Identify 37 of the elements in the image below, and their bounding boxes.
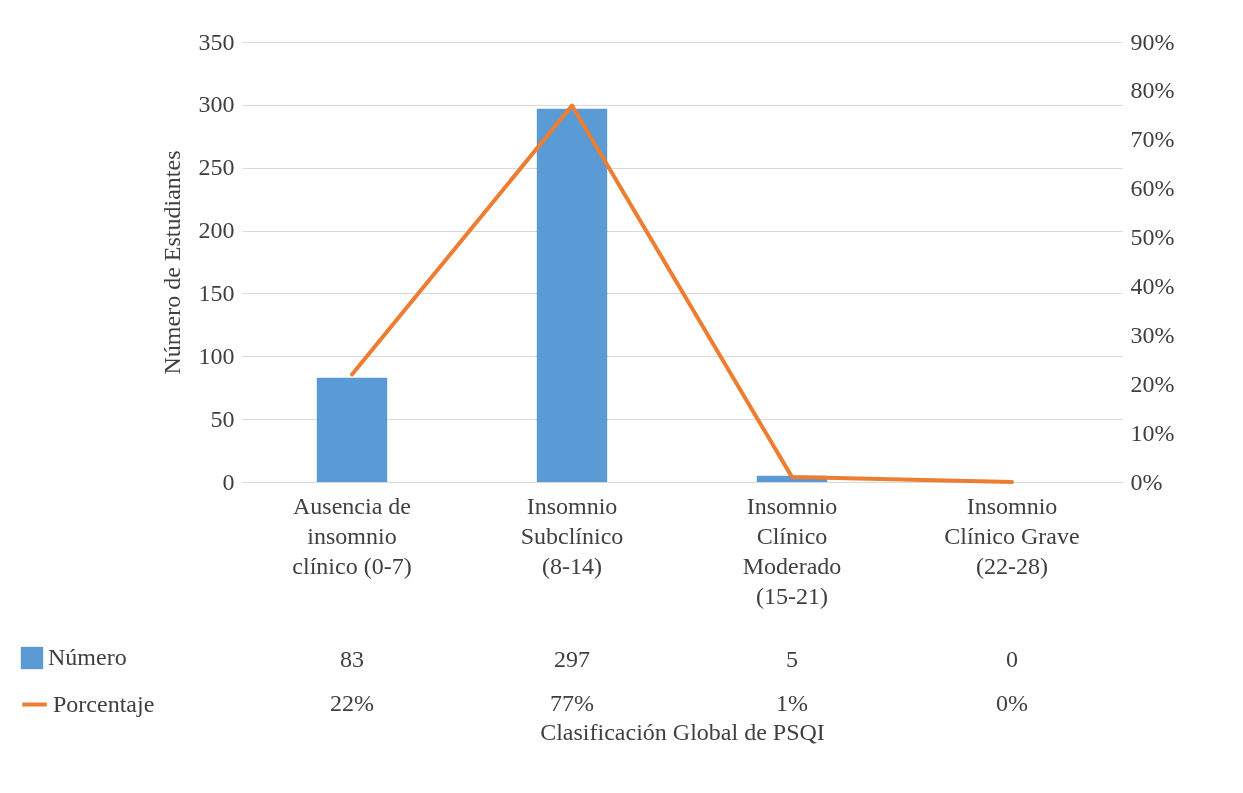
y-tick-label: 100	[198, 342, 235, 369]
y-tick-label: 50	[210, 405, 235, 432]
x-tick-label: Insomnio Subclínico (8-14)	[520, 492, 624, 579]
y-tick-label: 0	[222, 468, 235, 495]
data-label: 0%	[996, 690, 1028, 716]
y-tick-label: 200	[198, 217, 235, 244]
y2-tick-label: 10%	[1130, 419, 1175, 446]
y2-tick-label: 50%	[1130, 224, 1175, 251]
y-axis-title: Número de Estudiantes	[158, 150, 185, 375]
y-tick-label: 250	[198, 154, 235, 181]
x-tick-label: Ausencia de insomnio clínico (0-7)	[292, 492, 412, 579]
line-series	[350, 103, 1014, 484]
bar	[316, 377, 388, 482]
y2-tick-label: 30%	[1130, 321, 1175, 348]
x-tick-label: Insomnio Clínico Grave (22-28)	[944, 492, 1080, 579]
data-label: 83	[340, 646, 364, 672]
y2-tick-label: 40%	[1130, 272, 1175, 299]
y2-tick-label: 70%	[1130, 126, 1175, 153]
x-axis-title: Clasificación Global de PSQI	[540, 718, 825, 745]
data-label: 1%	[776, 690, 808, 716]
y2-tick-label: 20%	[1130, 370, 1175, 397]
data-label: 22%	[330, 690, 374, 716]
legend-label: Porcentaje	[53, 690, 155, 717]
y2-tick-label: 0%	[1130, 468, 1163, 495]
x-tick-label: Insomnio Clínico Moderado (15-21)	[742, 492, 842, 609]
data-label: 77%	[550, 690, 594, 716]
y2-tick-label: 60%	[1130, 175, 1175, 202]
bar	[536, 108, 608, 482]
y-tick-label: 350	[198, 28, 235, 55]
y2-tick-label: 90%	[1130, 28, 1175, 55]
legend-label: Número	[48, 644, 127, 670]
data-label: 297	[554, 646, 590, 672]
data-label: 0	[1006, 646, 1018, 672]
y-tick-label: 150	[198, 279, 235, 306]
y2-tick-label: 80%	[1130, 77, 1175, 104]
y-tick-label: 300	[198, 91, 235, 118]
data-label: 5	[786, 646, 798, 672]
